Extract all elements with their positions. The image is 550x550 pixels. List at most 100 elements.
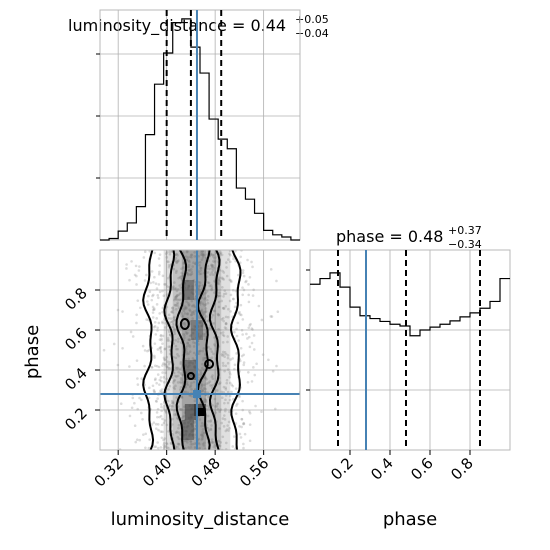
scatter-point — [186, 438, 190, 442]
scatter-point — [242, 274, 246, 278]
scatter-point — [163, 358, 166, 361]
scatter-point — [134, 440, 138, 444]
scatter-point — [177, 354, 180, 358]
scatter-point — [209, 419, 213, 422]
scatter-point — [161, 289, 164, 293]
scatter-point — [208, 364, 212, 368]
scatter-point — [242, 288, 246, 292]
scatter-point — [125, 263, 128, 266]
scatter-point — [209, 428, 213, 432]
scatter-point — [102, 348, 106, 352]
scatter-point — [200, 253, 203, 256]
scatter-point — [138, 438, 142, 442]
contour-island-2 — [186, 372, 195, 380]
scatter-point — [136, 407, 139, 411]
scatter-point — [158, 312, 161, 315]
scatter-point — [179, 311, 183, 314]
scatter-point — [156, 415, 159, 419]
scatter-point — [160, 379, 163, 383]
scatter-point — [176, 340, 180, 343]
scatter-point — [175, 367, 179, 370]
scatter-point — [167, 362, 171, 366]
scatter-point — [239, 255, 242, 259]
scatter-point — [240, 354, 244, 358]
scatter-point — [175, 413, 178, 417]
scatter-point — [186, 344, 189, 348]
scatter-point — [231, 445, 235, 448]
x-tick-label-1: 0.40 — [139, 454, 175, 490]
scatter-point — [191, 317, 194, 320]
scatter-point — [185, 437, 188, 441]
scatter-point — [248, 324, 252, 327]
scatter-point — [151, 294, 154, 298]
scatter-point — [184, 447, 187, 450]
scatter-point — [242, 446, 245, 450]
scatter-point — [224, 364, 228, 368]
scatter-point — [177, 293, 181, 297]
scatter-point — [224, 304, 228, 308]
scatter-point — [205, 290, 209, 293]
scatter-point — [234, 250, 237, 253]
scatter-point — [175, 289, 179, 293]
scatter-point — [208, 380, 212, 383]
scatter-point — [202, 444, 206, 447]
scatter-point — [219, 252, 222, 256]
scatter-point — [223, 351, 227, 354]
scatter-point — [209, 384, 212, 387]
scatter-point — [153, 320, 157, 324]
scatter-point — [179, 362, 183, 366]
scatter-point — [191, 361, 195, 365]
scatter-point — [189, 273, 193, 277]
scatter-point — [171, 325, 174, 329]
scatter-point — [173, 378, 177, 382]
scatter-point — [211, 441, 214, 444]
scatter-point — [220, 353, 224, 356]
scatter-point — [189, 268, 193, 271]
scatter-point — [201, 302, 205, 306]
scatter-point — [201, 442, 205, 446]
scatter-point — [170, 408, 174, 412]
x-tick-label-0: 0.32 — [91, 454, 127, 490]
scatter-point — [183, 305, 187, 308]
scatter-point — [253, 373, 257, 377]
scatter-point — [162, 404, 166, 408]
scatter-point — [181, 273, 185, 276]
scatter-point — [193, 445, 197, 449]
panel-frame — [309, 249, 511, 451]
scatter-point — [242, 363, 246, 367]
scatter-point — [211, 441, 215, 444]
scatter-point — [166, 339, 169, 342]
scatter-point — [239, 313, 243, 317]
scatter-point — [198, 281, 202, 284]
scatter-point — [225, 381, 229, 385]
scatter-point — [214, 411, 217, 414]
scatter-point — [176, 352, 179, 356]
scatter-point — [151, 308, 155, 312]
scatter-point — [184, 348, 188, 351]
scatter-point — [222, 319, 225, 323]
scatter-point — [192, 358, 196, 362]
scatter-point — [139, 306, 142, 310]
scatter-point — [172, 319, 175, 322]
scatter-point — [173, 408, 176, 412]
scatter-point — [210, 267, 214, 270]
scatter-point — [206, 414, 210, 418]
scatter-point — [221, 341, 225, 344]
scatter-point — [163, 409, 167, 412]
scatter-point — [189, 384, 193, 387]
scatter-point — [215, 405, 219, 408]
scatter-point — [251, 328, 254, 331]
scatter-point — [201, 430, 204, 434]
scatter-point — [160, 423, 164, 427]
scatter-point — [214, 256, 217, 259]
scatter-point — [241, 271, 245, 275]
scatter-point — [191, 331, 195, 335]
scatter-point — [154, 377, 157, 381]
scatter-point — [156, 397, 159, 400]
scatter-point — [168, 252, 172, 256]
scatter-point — [183, 312, 187, 315]
scatter-point — [226, 340, 229, 344]
joint-density-panel: 0.32 0.40 0.48 0.56 0.2 0.4 0.6 0.8 — [61, 249, 301, 490]
scatter-point — [252, 288, 255, 292]
scatter-point — [230, 383, 234, 387]
